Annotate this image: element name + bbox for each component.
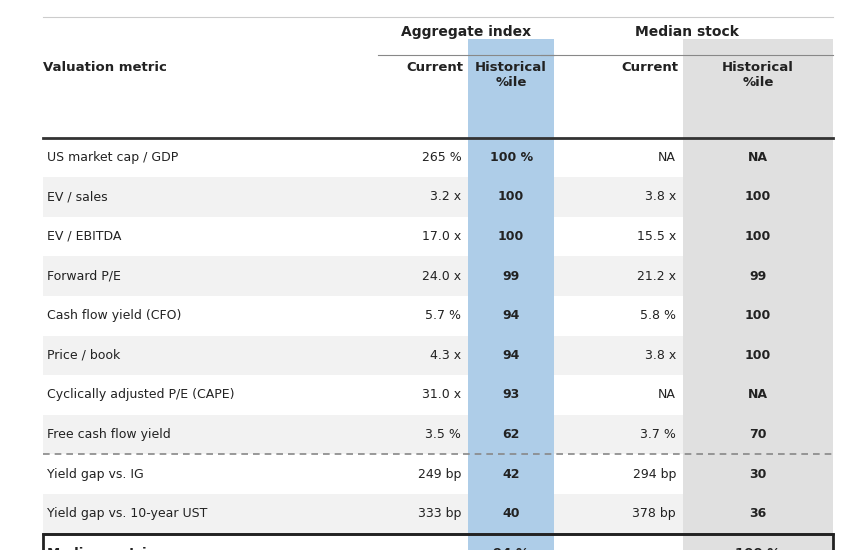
Text: Cash flow yield (CFO): Cash flow yield (CFO) bbox=[47, 309, 181, 322]
Bar bbox=[43, 336, 833, 375]
Bar bbox=[468, 296, 554, 336]
Bar bbox=[683, 375, 833, 415]
Text: Yield gap vs. IG: Yield gap vs. IG bbox=[47, 468, 144, 481]
Bar bbox=[683, 296, 833, 336]
Text: 5.8 %: 5.8 % bbox=[640, 309, 676, 322]
Text: Current: Current bbox=[407, 60, 464, 74]
Bar bbox=[43, 494, 833, 534]
Bar bbox=[468, 138, 554, 177]
Bar bbox=[43, 534, 833, 550]
Text: Aggregate index: Aggregate index bbox=[401, 25, 531, 39]
Bar bbox=[683, 217, 833, 256]
Text: NA: NA bbox=[748, 388, 768, 401]
Text: US market cap / GDP: US market cap / GDP bbox=[47, 151, 179, 164]
Text: NA: NA bbox=[658, 388, 676, 401]
Text: Price / book: Price / book bbox=[47, 349, 120, 362]
Text: 62: 62 bbox=[503, 428, 520, 441]
Text: 333 bp: 333 bp bbox=[418, 507, 461, 520]
Text: 249 bp: 249 bp bbox=[418, 468, 461, 481]
Text: 17.0 x: 17.0 x bbox=[422, 230, 461, 243]
Text: 94: 94 bbox=[503, 309, 520, 322]
Bar bbox=[468, 375, 554, 415]
Text: 99: 99 bbox=[503, 270, 520, 283]
Text: EV / sales: EV / sales bbox=[47, 190, 108, 204]
Bar bbox=[468, 177, 554, 217]
Bar bbox=[683, 336, 833, 375]
Bar bbox=[683, 415, 833, 454]
Text: Current: Current bbox=[622, 60, 679, 74]
Bar bbox=[683, 138, 833, 177]
Bar bbox=[683, 454, 833, 494]
Text: 24.0 x: 24.0 x bbox=[422, 270, 461, 283]
Text: 100: 100 bbox=[498, 230, 524, 243]
Text: Cyclically adjusted P/E (CAPE): Cyclically adjusted P/E (CAPE) bbox=[47, 388, 235, 401]
Text: 3.8 x: 3.8 x bbox=[645, 349, 676, 362]
Bar bbox=[43, 534, 833, 550]
Bar bbox=[468, 454, 554, 494]
Text: NA: NA bbox=[658, 151, 676, 164]
Bar bbox=[43, 138, 833, 177]
Bar bbox=[468, 39, 554, 550]
Text: 100: 100 bbox=[745, 190, 771, 204]
Text: Forward P/E: Forward P/E bbox=[47, 270, 121, 283]
Bar bbox=[468, 415, 554, 454]
Bar bbox=[43, 454, 833, 494]
Text: 99: 99 bbox=[749, 270, 767, 283]
Text: 42: 42 bbox=[503, 468, 520, 481]
Bar bbox=[43, 177, 833, 217]
Text: 94 %: 94 % bbox=[493, 547, 529, 550]
Bar bbox=[683, 534, 833, 550]
Text: 294 bp: 294 bp bbox=[633, 468, 676, 481]
Text: Median stock: Median stock bbox=[636, 25, 739, 39]
Text: Yield gap vs. 10-year UST: Yield gap vs. 10-year UST bbox=[47, 507, 208, 520]
Text: 100: 100 bbox=[745, 349, 771, 362]
Text: Historical
%ile: Historical %ile bbox=[475, 60, 547, 89]
Bar bbox=[43, 256, 833, 296]
Bar bbox=[43, 296, 833, 336]
Text: 100 %: 100 % bbox=[490, 151, 533, 164]
Text: 3.7 %: 3.7 % bbox=[640, 428, 676, 441]
Text: 3.2 x: 3.2 x bbox=[430, 190, 461, 204]
Bar bbox=[468, 494, 554, 534]
Text: NA: NA bbox=[748, 151, 768, 164]
Text: 100 %: 100 % bbox=[735, 547, 781, 550]
Text: 30: 30 bbox=[749, 468, 767, 481]
Bar bbox=[43, 415, 833, 454]
Text: 100: 100 bbox=[745, 309, 771, 322]
Bar bbox=[43, 375, 833, 415]
Bar bbox=[683, 39, 833, 550]
Text: 3.8 x: 3.8 x bbox=[645, 190, 676, 204]
Bar bbox=[683, 256, 833, 296]
Bar bbox=[468, 256, 554, 296]
Text: Historical
%ile: Historical %ile bbox=[722, 60, 794, 89]
Text: 36: 36 bbox=[749, 507, 767, 520]
Text: Median metric: Median metric bbox=[47, 547, 155, 550]
Text: Valuation metric: Valuation metric bbox=[43, 60, 167, 74]
Bar bbox=[43, 217, 833, 256]
Bar bbox=[468, 534, 554, 550]
Bar bbox=[468, 336, 554, 375]
Text: 5.7 %: 5.7 % bbox=[425, 309, 461, 322]
Text: 15.5 x: 15.5 x bbox=[637, 230, 676, 243]
Bar bbox=[683, 177, 833, 217]
Text: 94: 94 bbox=[503, 349, 520, 362]
Text: 100: 100 bbox=[745, 230, 771, 243]
Text: Free cash flow yield: Free cash flow yield bbox=[47, 428, 171, 441]
Bar bbox=[683, 494, 833, 534]
Text: 378 bp: 378 bp bbox=[632, 507, 676, 520]
Text: 70: 70 bbox=[749, 428, 767, 441]
Text: 21.2 x: 21.2 x bbox=[637, 270, 676, 283]
Text: 4.3 x: 4.3 x bbox=[430, 349, 461, 362]
Text: 3.5 %: 3.5 % bbox=[425, 428, 461, 441]
Text: 100: 100 bbox=[498, 190, 524, 204]
Bar bbox=[468, 217, 554, 256]
Text: EV / EBITDA: EV / EBITDA bbox=[47, 230, 122, 243]
Text: 265 %: 265 % bbox=[422, 151, 461, 164]
Text: 40: 40 bbox=[503, 507, 520, 520]
Text: 93: 93 bbox=[503, 388, 520, 401]
Text: 31.0 x: 31.0 x bbox=[422, 388, 461, 401]
